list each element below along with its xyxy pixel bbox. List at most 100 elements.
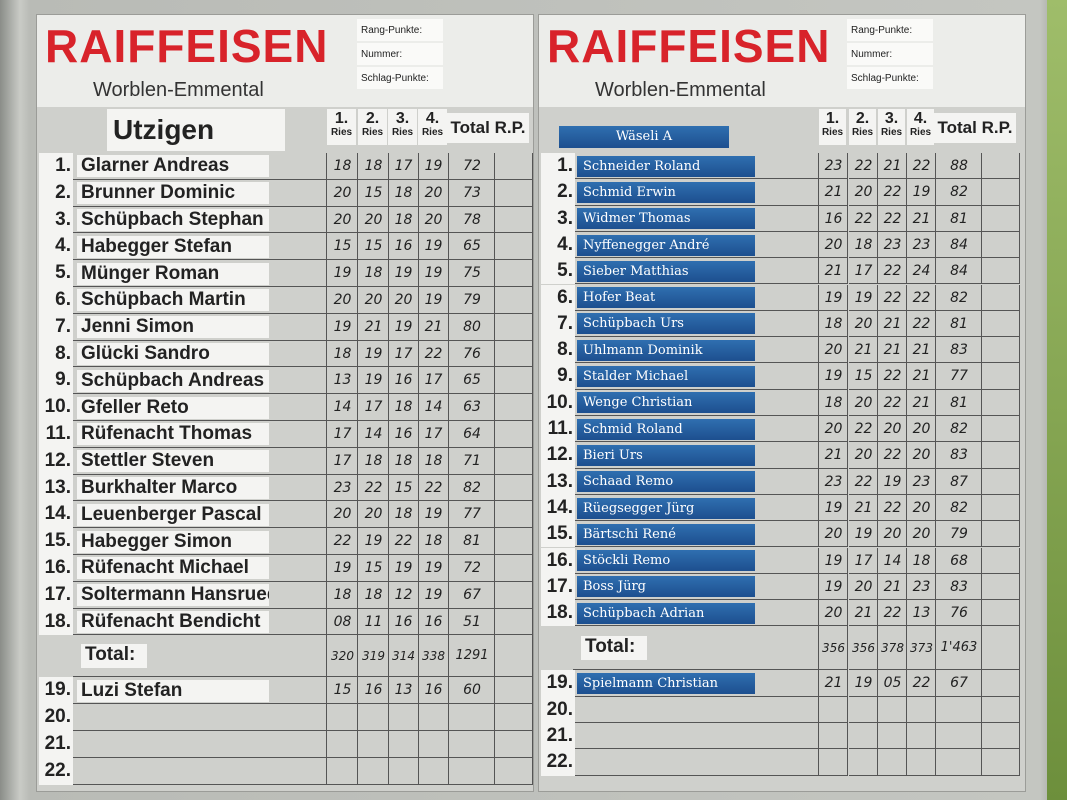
score-cell xyxy=(358,608,389,636)
column-header-ries-2: 2. Ries xyxy=(358,109,387,145)
score-cell xyxy=(819,468,848,495)
table-row: 16. Rüfenacht Michael 19 15 19 19 72 xyxy=(37,555,533,582)
total-cell xyxy=(936,363,982,390)
ries-score: 320 xyxy=(331,649,354,664)
score-cell xyxy=(358,394,389,421)
table-row: 14. Rüegsegger Jürg 19 21 22 20 82 xyxy=(539,494,1025,522)
rank-number: 17. xyxy=(39,581,73,609)
ries-score: 20 xyxy=(824,526,843,543)
ries-score: 16 xyxy=(424,613,443,630)
score-cell xyxy=(388,367,419,395)
table-row: 18. Schüpbach Adrian 20 21 22 13 76 xyxy=(539,600,1025,627)
score-cell xyxy=(358,179,389,207)
ries-score: 18 xyxy=(394,452,413,469)
rank-number: 8. xyxy=(541,337,575,364)
ries-score: 17 xyxy=(854,552,873,569)
column-header-ries-3: 3. Ries xyxy=(388,109,417,145)
ries-score: 19 xyxy=(424,586,443,603)
total-score: 64 xyxy=(463,426,481,442)
rank-number: 7. xyxy=(541,310,575,338)
left-scoreboard: RAIFFEISEN Worblen-Emmental Rang-Punkte: Nu… xyxy=(36,14,534,792)
total-score: 84 xyxy=(950,236,968,253)
ries-score: 19 xyxy=(854,289,873,306)
blank-cell xyxy=(495,421,533,448)
ries-score: 21 xyxy=(883,315,902,332)
table-row: 1. Schneider Roland 23 22 21 22 88 xyxy=(539,153,1025,180)
score-cell xyxy=(907,389,936,416)
total-score: 1'463 xyxy=(940,640,978,656)
total-cell xyxy=(449,501,495,529)
score-cell xyxy=(418,447,449,475)
score-cell xyxy=(418,153,449,180)
score-cell xyxy=(327,677,358,705)
score-cell xyxy=(418,757,449,785)
ries-score: 21 xyxy=(883,158,902,174)
background-foliage xyxy=(1047,0,1067,800)
ries-score: 19 xyxy=(333,265,352,282)
blank-cell xyxy=(495,340,533,368)
score-cell xyxy=(418,704,449,731)
score-cell xyxy=(878,258,907,285)
ries-score: 19 xyxy=(824,499,843,516)
ries-score: 20 xyxy=(883,421,902,437)
score-cell xyxy=(907,600,936,627)
score-cell xyxy=(418,179,449,207)
ries-score: 16 xyxy=(394,238,413,255)
ries-score: 20 xyxy=(333,506,352,523)
column-header-ries-2: 2. Ries xyxy=(849,109,876,145)
ries-score: 14 xyxy=(364,426,383,442)
total-cell xyxy=(449,555,495,582)
blank-cell xyxy=(982,284,1020,311)
column-number: 2. xyxy=(365,110,380,127)
ries-score: 22 xyxy=(912,158,931,174)
rank-number: 2. xyxy=(39,179,73,207)
table-row: 17. Soltermann Hansruedi 18 18 12 19 67 xyxy=(37,581,533,609)
ries-score: 08 xyxy=(333,613,352,630)
name-cell xyxy=(73,501,327,529)
score-cell xyxy=(358,501,389,529)
ries-score: 22 xyxy=(883,263,902,280)
total-cell xyxy=(449,367,495,395)
score-cell xyxy=(878,547,907,574)
ries-score: 21 xyxy=(912,368,931,385)
player-name: Stöckli Remo xyxy=(577,550,755,572)
ries-score: 14 xyxy=(424,399,443,416)
ries-score: 19 xyxy=(912,184,931,201)
score-cell xyxy=(878,231,907,259)
score-cell xyxy=(327,260,358,287)
score-cell xyxy=(849,749,878,776)
ries-score: 378 xyxy=(881,641,904,656)
ries-score: 20 xyxy=(854,315,873,332)
rank-number: 10. xyxy=(39,394,73,421)
rank-number: 21. xyxy=(39,731,73,758)
name-cell xyxy=(573,284,819,311)
ries-score: 20 xyxy=(854,184,873,201)
ries-score: 11 xyxy=(364,613,383,630)
rank-number: 6. xyxy=(39,287,73,314)
table-row: 2. Brunner Dominic 20 15 18 20 73 xyxy=(37,179,533,207)
blank-cell xyxy=(495,233,533,261)
score-cell xyxy=(418,340,449,368)
ries-score: 15 xyxy=(364,560,383,576)
ries-score: 21 xyxy=(854,342,873,359)
meta-label: Rang-Punkte: xyxy=(357,19,443,41)
column-header-ries-3: 3. Ries xyxy=(878,109,905,145)
ries-score: 19 xyxy=(364,533,383,550)
team-name: Utzigen xyxy=(107,109,285,151)
ries-score: 18 xyxy=(854,236,873,253)
total-score: 60 xyxy=(463,682,481,699)
score-cell xyxy=(418,313,449,341)
rank-number: 20. xyxy=(541,696,575,723)
name-cell xyxy=(573,521,819,548)
table-row: 7. Jenni Simon 19 21 19 21 80 xyxy=(37,313,533,341)
score-cell xyxy=(327,367,358,395)
ries-score: 14 xyxy=(883,552,902,569)
table-row: 6. Hofer Beat 19 19 22 22 82 xyxy=(539,284,1025,311)
name-cell xyxy=(73,447,327,475)
rank-number: 1. xyxy=(541,153,575,180)
score-cell xyxy=(907,442,936,469)
blank-cell xyxy=(982,389,1020,416)
ries-score: 22 xyxy=(364,479,383,496)
player-name: Stalder Michael xyxy=(577,366,755,388)
total-cell xyxy=(449,394,495,421)
